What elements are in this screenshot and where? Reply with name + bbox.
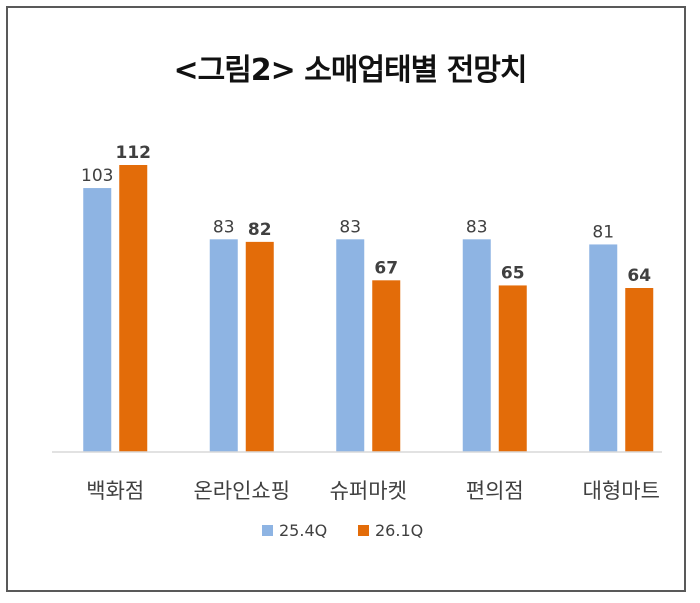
category-label: 백화점: [86, 479, 144, 503]
chart-title: <그림2> 소매업태별 전망치: [173, 53, 526, 88]
legend: 25.4Q 26.1Q: [262, 521, 423, 540]
data-label: 65: [501, 263, 525, 283]
bar: [245, 241, 274, 452]
data-label: 103: [81, 166, 113, 186]
category-label: 온라인쇼핑: [193, 479, 290, 503]
data-label: 112: [116, 143, 152, 163]
legend-swatch: [262, 525, 273, 536]
category-label: 대형마트: [583, 479, 660, 503]
legend-swatch: [358, 525, 369, 536]
data-label: 83: [213, 217, 235, 237]
bar: [83, 188, 112, 452]
data-label: 81: [592, 222, 614, 242]
bar: [209, 239, 238, 452]
legend-label: 25.4Q: [279, 521, 327, 540]
bar: [119, 165, 148, 452]
data-label: 64: [627, 266, 651, 286]
category-label: 편의점: [466, 479, 524, 503]
data-label: 83: [339, 217, 361, 237]
bar: [336, 239, 365, 452]
bar: [498, 285, 527, 452]
data-label: 67: [374, 258, 398, 278]
data-label: 83: [466, 217, 488, 237]
bar: [625, 288, 654, 452]
legend-label: 26.1Q: [375, 521, 423, 540]
category-labels: 백화점 온라인쇼핑 슈퍼마켓 편의점 대형마트: [86, 479, 660, 503]
bar: [372, 280, 401, 452]
bar: [589, 244, 618, 452]
bar: [462, 239, 491, 452]
data-label: 82: [248, 220, 272, 240]
category-label: 슈퍼마켓: [330, 479, 407, 503]
